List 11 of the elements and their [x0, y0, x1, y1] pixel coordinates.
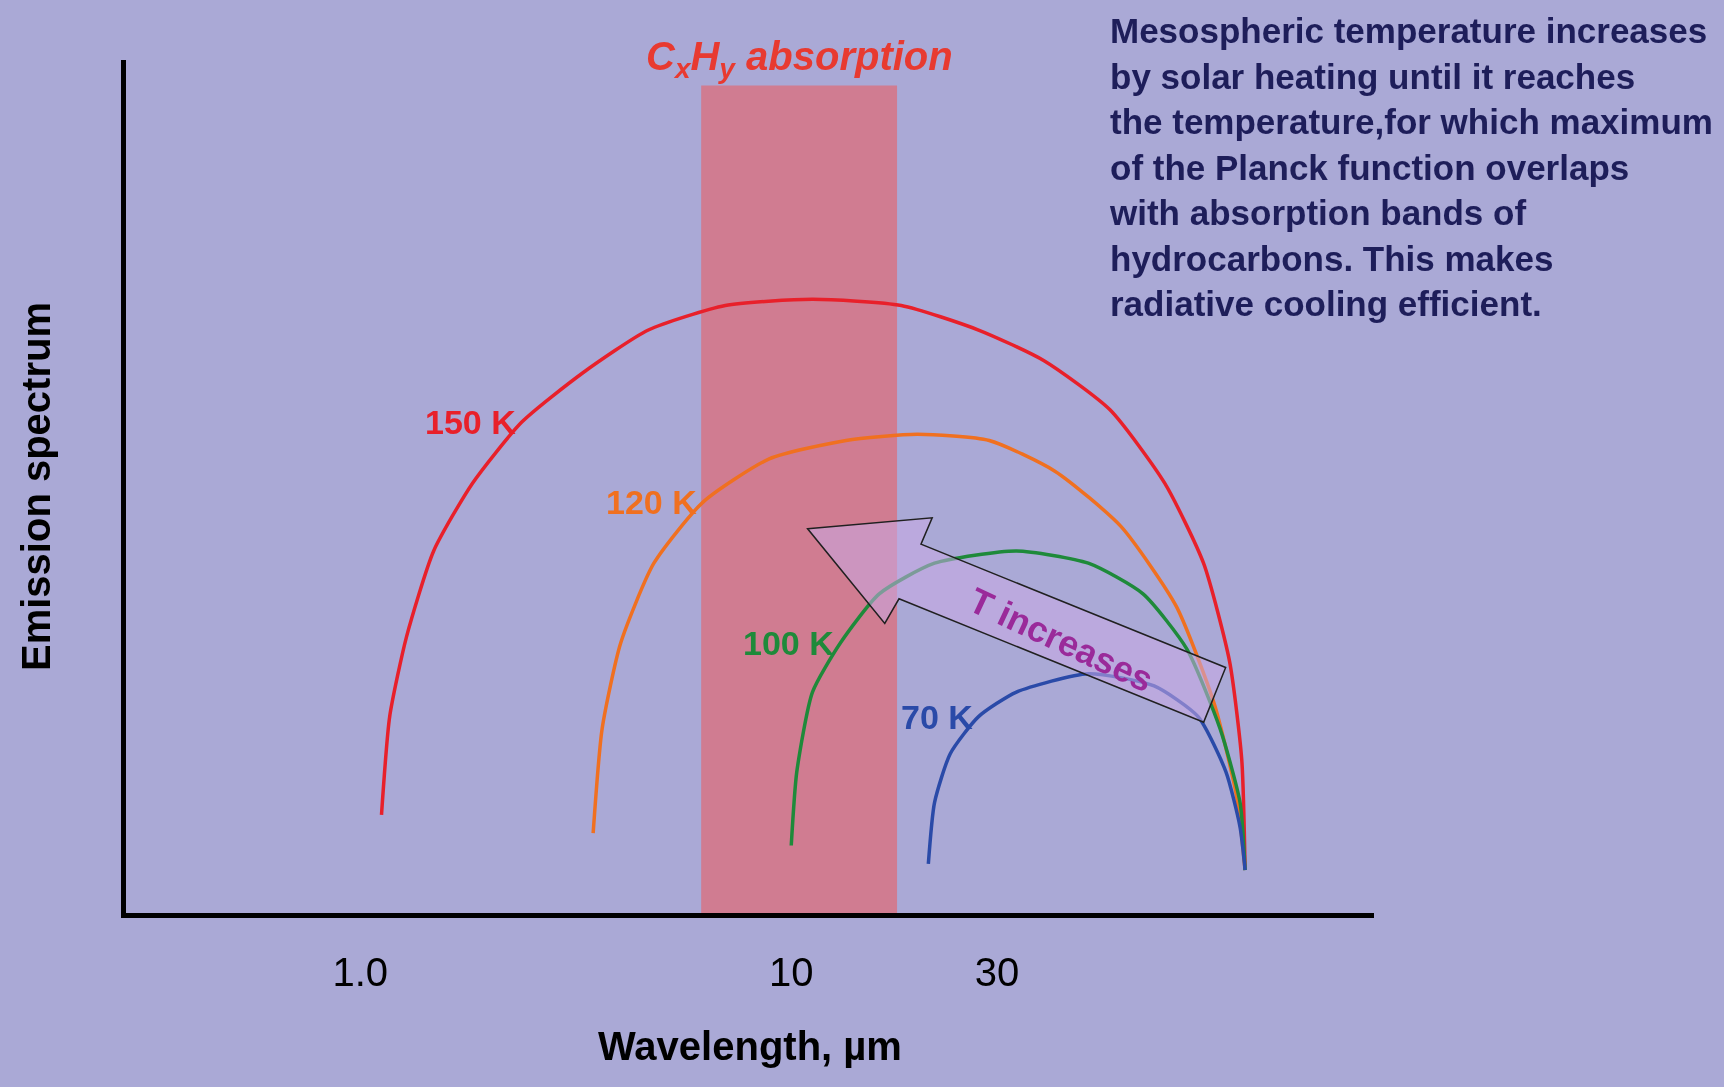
annotation: Mesospheric temperature increases by solar heating until it reaches the temperature,for which maximum of the Planck function overlaps with absorption bands of hydrocarbons. This makes radiative cooling efficient.	[1109, 11, 1713, 323]
x-tick-label: 10	[769, 950, 814, 994]
x-tick-label: 1.0	[332, 950, 389, 994]
series-label: 100 K	[743, 624, 835, 662]
series-label: 120 K	[606, 483, 698, 521]
band-label: C$_{x}$H$_{y}$ absorption	[646, 34, 953, 85]
y-axis-title: Emission spectrum	[13, 301, 58, 672]
x-axis-title: Wavelength, µm	[598, 1023, 902, 1068]
series-label: 150 K	[425, 403, 517, 441]
x-tick-label: 30	[974, 950, 1020, 994]
series-label: 70 K	[901, 698, 974, 736]
